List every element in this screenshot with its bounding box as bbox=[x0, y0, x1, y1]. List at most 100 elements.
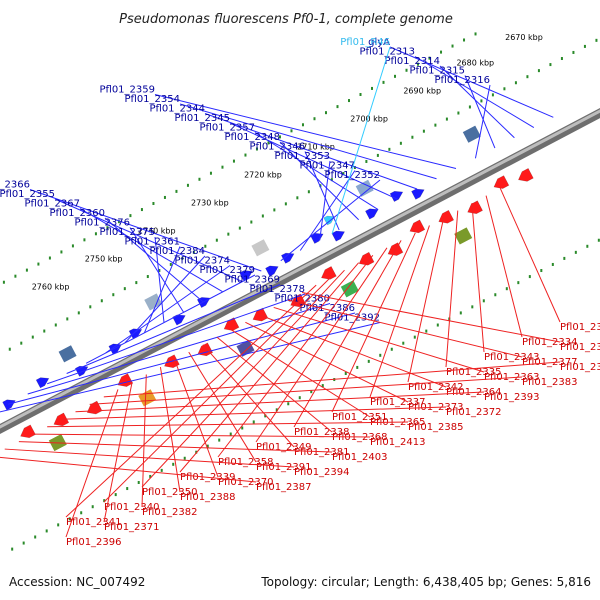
gene-label: Pfl01_2348 bbox=[224, 132, 280, 143]
scale-tick-label: 2740 kbp bbox=[138, 226, 176, 235]
forward-gene-arrow bbox=[172, 314, 186, 326]
reverse-gene-arrow-shape bbox=[20, 424, 36, 439]
gene-label: Pfl01_2376 bbox=[74, 218, 130, 229]
scale-dot bbox=[411, 135, 414, 139]
label-leader-line bbox=[105, 265, 231, 354]
reverse-gene-arrow bbox=[321, 266, 337, 280]
map-title: Pseudomonas fluorescens Pf0-1, complete … bbox=[119, 12, 453, 27]
scale-dot bbox=[135, 281, 138, 285]
label-leader-line bbox=[273, 306, 485, 373]
scale-dot bbox=[204, 244, 207, 248]
gene-label: Pfl01_2368 bbox=[332, 432, 388, 443]
gene-labels: glyAPfl01_2313Pfl01_2314Pfl01_2315Pfl01_… bbox=[0, 37, 600, 548]
forward-gene-arrow-shape bbox=[172, 314, 186, 326]
gene-label: Pfl01_2316 bbox=[434, 75, 490, 86]
scale-dot bbox=[112, 293, 115, 297]
label-leader-line bbox=[217, 254, 374, 458]
scale-dot bbox=[563, 256, 566, 260]
scale-dot bbox=[14, 274, 17, 278]
scale-dot bbox=[11, 547, 14, 551]
reverse-gene-arrow bbox=[387, 242, 404, 256]
label-leader-line bbox=[29, 189, 262, 272]
forward-gene-arrow-shape bbox=[281, 252, 295, 264]
forward-gene-arrow bbox=[265, 265, 279, 277]
scale-dot bbox=[91, 505, 94, 509]
gene-label: Pfl01_2346 bbox=[249, 142, 305, 153]
gene-label: Pfl01_2358 bbox=[218, 457, 274, 468]
gene-label: Pfl01_2374 bbox=[174, 256, 230, 267]
scale-dot bbox=[80, 511, 83, 515]
scale-tick-label: 2710 kbp bbox=[297, 143, 335, 152]
gene-label: Pfl01_2371 bbox=[104, 522, 160, 533]
label-leader-line bbox=[47, 293, 306, 385]
scale-dot bbox=[417, 62, 420, 66]
scale-dot bbox=[2, 280, 5, 284]
scale-dot bbox=[244, 153, 247, 157]
scale-dot bbox=[275, 408, 278, 412]
scale-dot bbox=[106, 226, 109, 230]
label-leader-line bbox=[279, 141, 360, 221]
scale-dot bbox=[152, 202, 155, 206]
scale-dot bbox=[68, 517, 71, 521]
scale-dot bbox=[321, 384, 324, 388]
scale-dot bbox=[175, 189, 178, 193]
scale-ticks: 2670 kbp 2680 kbp 2690 kbp 2700 kbp 2710 kbp… bbox=[32, 33, 543, 291]
gene-label: Pfl01_2341 bbox=[66, 517, 122, 528]
scale-dot bbox=[103, 499, 106, 503]
scale-dot bbox=[252, 420, 255, 424]
scale-dot bbox=[402, 341, 405, 345]
label-leader-line bbox=[4, 448, 295, 468]
scale-dot bbox=[264, 414, 267, 418]
scale-dot bbox=[330, 178, 333, 182]
label-leader-line bbox=[8, 312, 356, 405]
scale-dot bbox=[117, 220, 120, 224]
annotation-block bbox=[462, 125, 481, 143]
label-leader-line bbox=[141, 269, 345, 488]
reverse-gene-arrow bbox=[467, 200, 483, 214]
label-leader-line bbox=[287, 299, 523, 358]
scale-tick-label: 2700 kbp bbox=[350, 115, 388, 124]
gene-label: Pfl01_R46 bbox=[340, 37, 390, 48]
scale-dot bbox=[146, 275, 149, 279]
gene-label: Pfl01_2387 bbox=[256, 482, 312, 493]
accession-text: Accession: NC_007492 bbox=[9, 575, 145, 589]
scale-dot bbox=[221, 165, 224, 169]
scale-dot bbox=[255, 147, 258, 151]
label-leader-line bbox=[0, 322, 381, 413]
label-leader-line bbox=[293, 240, 402, 428]
label-leader-line bbox=[75, 391, 485, 413]
annotation-block bbox=[144, 293, 163, 311]
backbone-shadow bbox=[0, 107, 600, 435]
gene-label: Pfl01_2369 bbox=[224, 275, 280, 286]
scale-dot bbox=[198, 177, 201, 181]
reverse-gene-arrow-shape bbox=[438, 209, 455, 224]
label-leader-line bbox=[471, 203, 485, 353]
gene-label: Pfl01_2380 bbox=[274, 294, 330, 305]
reverse-gene-arrow-shape bbox=[493, 175, 510, 189]
gene-label: Pfl01_2372 bbox=[446, 407, 502, 418]
reverse-gene-arrow-shape bbox=[53, 412, 70, 427]
scale-dot bbox=[595, 38, 598, 42]
label-leader-line bbox=[103, 277, 331, 503]
scale-dot bbox=[342, 172, 345, 176]
scale-dot bbox=[405, 68, 408, 72]
forward-gene-arrow bbox=[128, 328, 143, 340]
scale-dot bbox=[172, 462, 175, 466]
scale-dot bbox=[267, 141, 270, 145]
label-leader-line bbox=[89, 376, 523, 405]
scale-dot bbox=[48, 256, 51, 260]
scale-dot bbox=[238, 226, 241, 230]
scale-dot bbox=[45, 529, 48, 533]
scale-dot bbox=[287, 402, 290, 406]
scale-dot bbox=[206, 444, 209, 448]
scale-dot bbox=[20, 341, 23, 345]
scale-dot bbox=[505, 287, 508, 291]
scale-dot bbox=[241, 426, 244, 430]
scale-tick-label: 2690 kbp bbox=[403, 87, 441, 96]
scale-dot bbox=[215, 238, 218, 242]
gene-label: Pfl01_2366 bbox=[0, 180, 30, 191]
annotation-block bbox=[355, 179, 374, 197]
annotation-block bbox=[251, 239, 270, 257]
reverse-gene-arrow-shape bbox=[467, 200, 483, 214]
